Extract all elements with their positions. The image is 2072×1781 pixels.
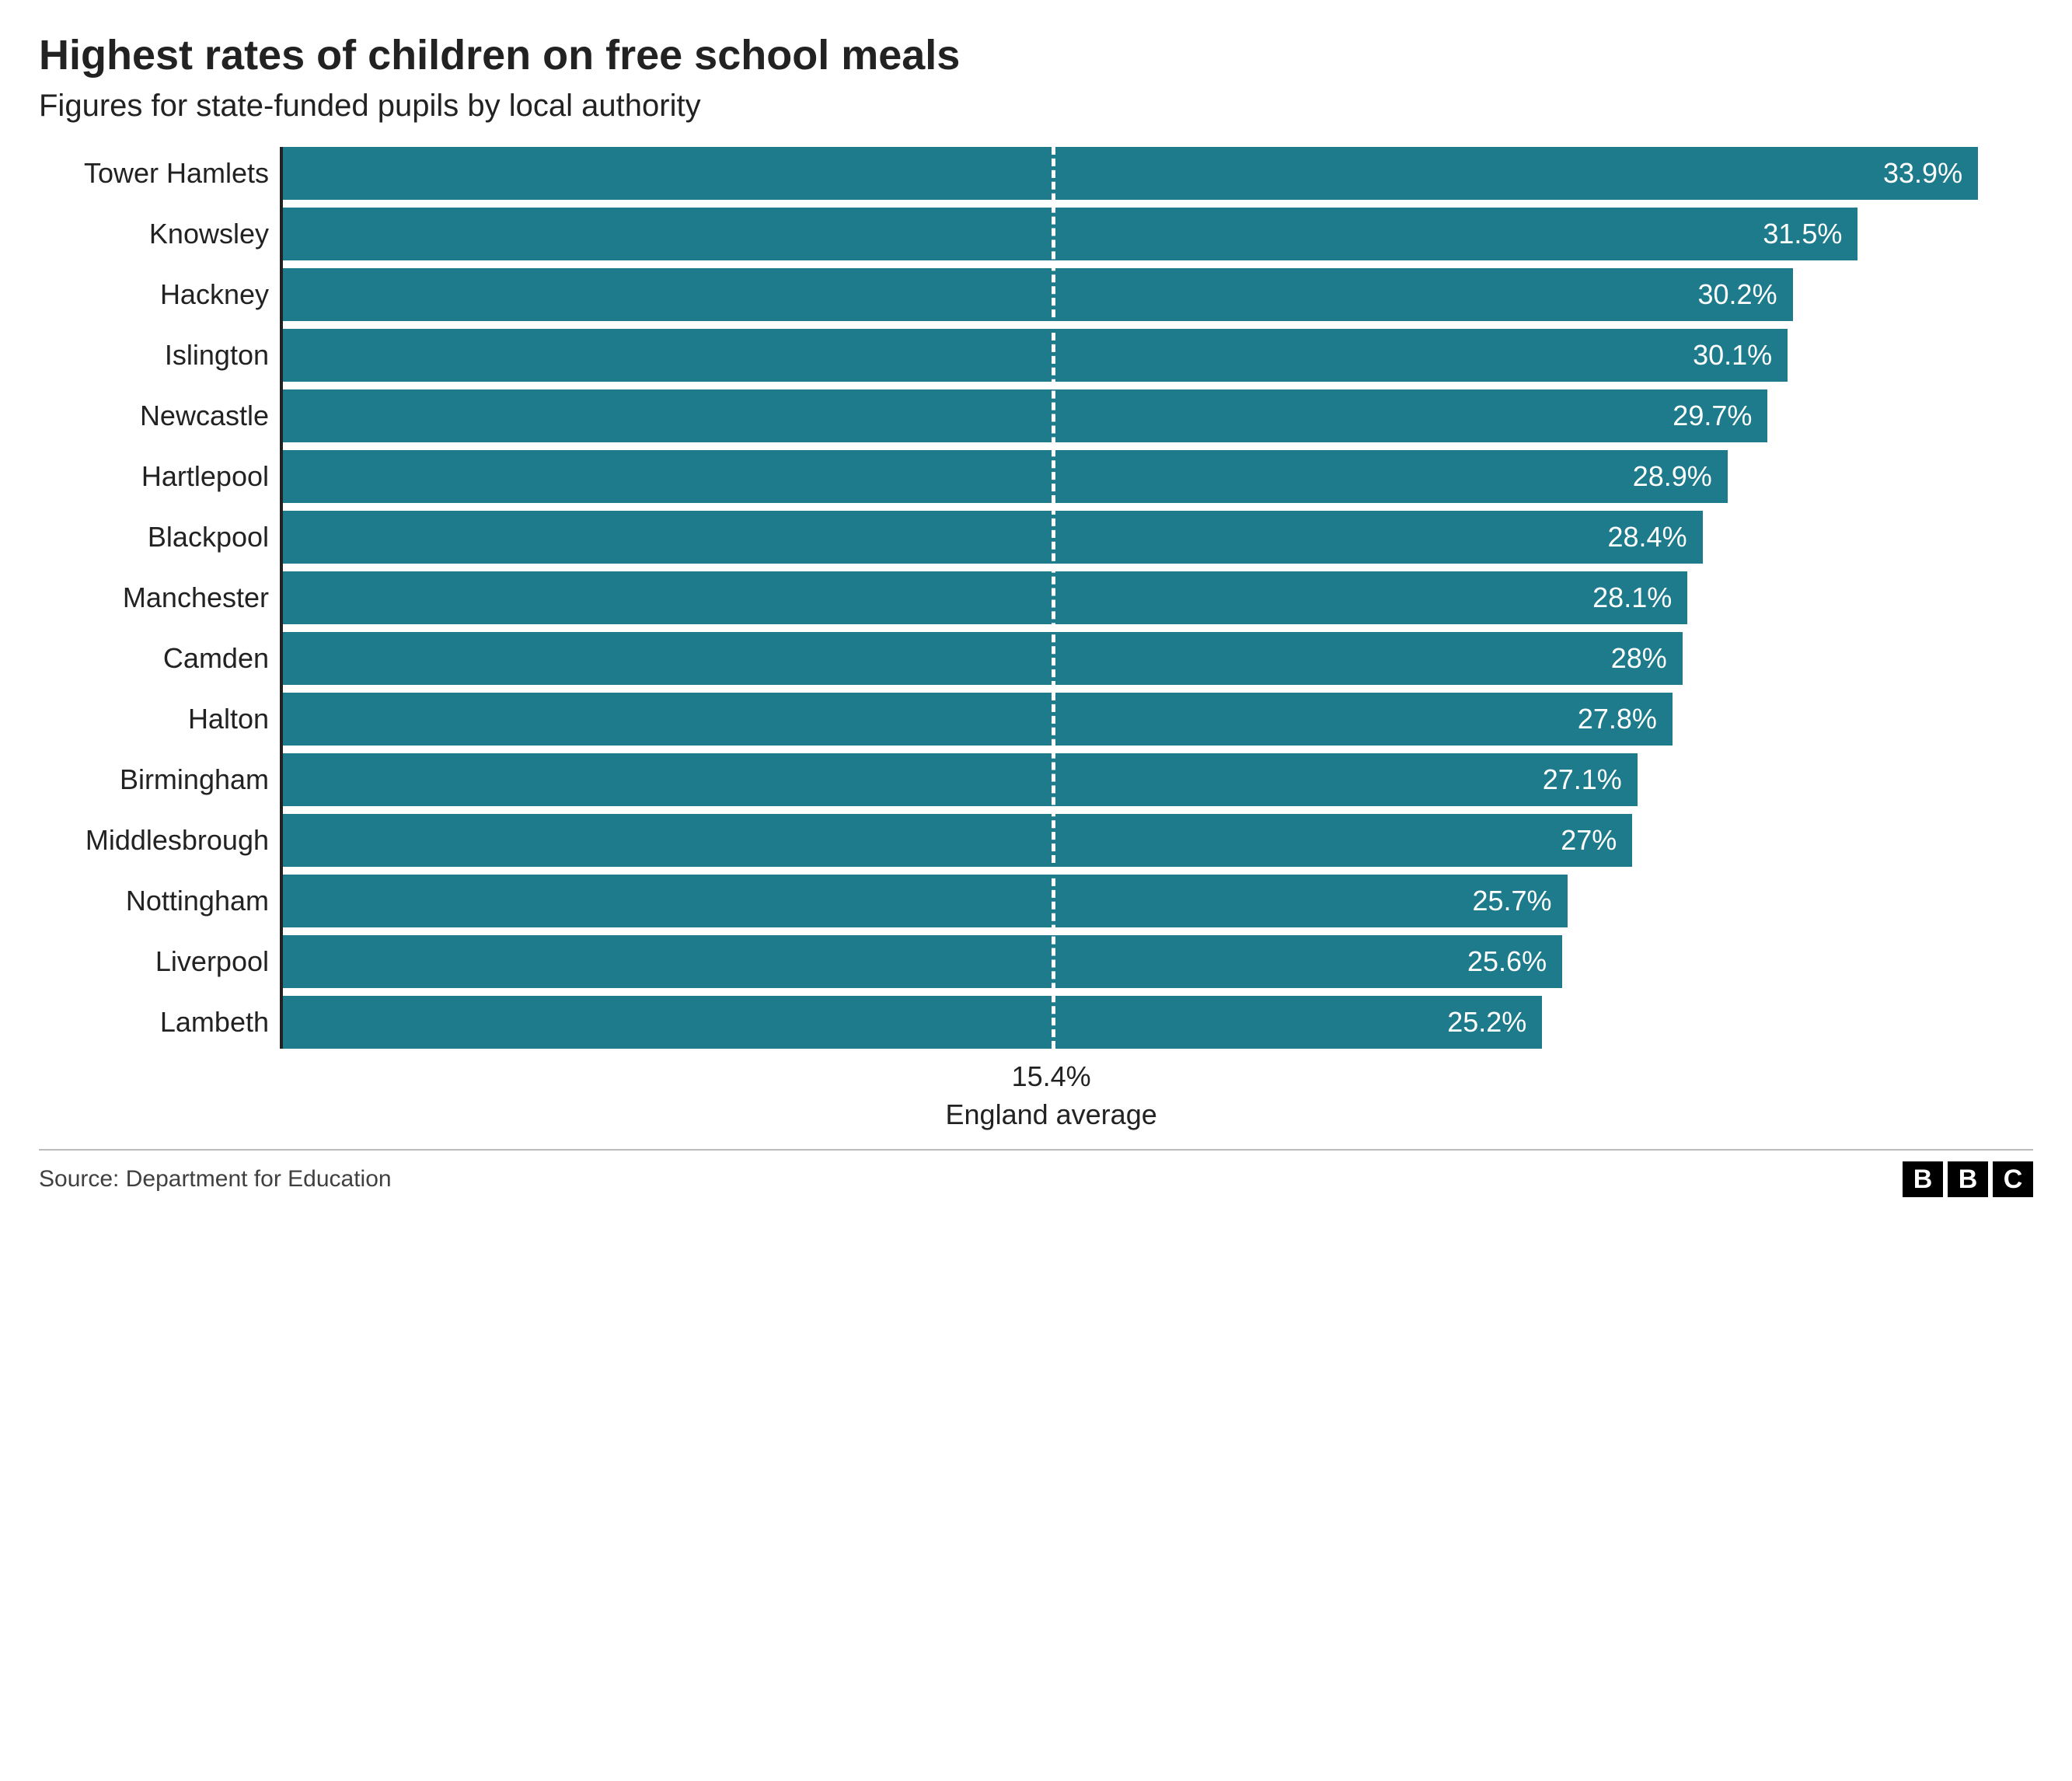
category-label: Manchester [39, 581, 280, 614]
average-text-label: England average [946, 1096, 1157, 1134]
bar-value-label: 33.9% [1883, 157, 1962, 190]
bar-row: Hartlepool 28.9% [39, 450, 2033, 503]
bar: 28.1% [280, 571, 1687, 624]
category-label: Nottingham [39, 885, 280, 917]
category-label: Islington [39, 339, 280, 372]
bar-value-label: 27.8% [1578, 703, 1657, 735]
category-label: Tower Hamlets [39, 157, 280, 190]
average-reference-line [1052, 147, 1055, 1049]
bbc-logo-letter: B [1903, 1161, 1943, 1197]
bar: 27% [280, 814, 1632, 867]
bar-row: Nottingham 25.7% [39, 875, 2033, 927]
bar-row: Blackpool 28.4% [39, 511, 2033, 564]
bar-value-label: 31.5% [1763, 218, 1842, 250]
bar-value-label: 25.2% [1447, 1006, 1526, 1039]
bbc-logo-letter: B [1948, 1161, 1988, 1197]
category-label: Lambeth [39, 1006, 280, 1039]
bar-track: 31.5% [280, 208, 2033, 260]
bar-track: 30.2% [280, 268, 2033, 321]
bar-row: Hackney 30.2% [39, 268, 2033, 321]
bar-track: 25.2% [280, 996, 2033, 1049]
bar: 30.2% [280, 268, 1793, 321]
chart-area: Tower Hamlets 33.9% Knowsley 31.5% Hackney 30… [39, 147, 2033, 1049]
chart-title: Highest rates of children on free school… [39, 31, 2033, 79]
bar-value-label: 27.1% [1543, 763, 1622, 796]
bar-value-label: 30.2% [1698, 278, 1777, 311]
bar-value-label: 28.9% [1633, 460, 1712, 493]
bar-row: Camden 28% [39, 632, 2033, 685]
bar-track: 25.7% [280, 875, 2033, 927]
bar-track: 29.7% [280, 389, 2033, 442]
category-label: Birmingham [39, 763, 280, 796]
category-label: Middlesbrough [39, 824, 280, 857]
bar-value-label: 29.7% [1673, 400, 1752, 432]
bar-row: Middlesbrough 27% [39, 814, 2033, 867]
category-label: Knowsley [39, 218, 280, 250]
source-text: Source: Department for Education [39, 1166, 392, 1193]
bar-row: Halton 27.8% [39, 693, 2033, 746]
bar-value-label: 25.7% [1472, 885, 1551, 917]
bar: 30.1% [280, 329, 1788, 382]
average-label-block: 15.4% England average [280, 1058, 2033, 1133]
bar-track: 28% [280, 632, 2033, 685]
category-label: Halton [39, 703, 280, 735]
bar: 28.9% [280, 450, 1728, 503]
category-label: Camden [39, 642, 280, 675]
bar-value-label: 28.4% [1608, 521, 1687, 554]
bar-row: Newcastle 29.7% [39, 389, 2033, 442]
bar-value-label: 25.6% [1467, 945, 1547, 978]
bar-value-label: 28% [1611, 642, 1667, 675]
bar-track: 27% [280, 814, 2033, 867]
bar-row: Manchester 28.1% [39, 571, 2033, 624]
category-label: Newcastle [39, 400, 280, 432]
footer: Source: Department for Education B B C [39, 1149, 2033, 1197]
average-value-label: 15.4% [946, 1058, 1157, 1096]
bar-track: 33.9% [280, 147, 2033, 200]
bar-row: Liverpool 25.6% [39, 935, 2033, 988]
category-label: Liverpool [39, 945, 280, 978]
bbc-logo-letter: C [1993, 1161, 2033, 1197]
bar: 29.7% [280, 389, 1767, 442]
bar-track: 27.1% [280, 753, 2033, 806]
bar: 33.9% [280, 147, 1978, 200]
bar-track: 28.9% [280, 450, 2033, 503]
bar: 25.6% [280, 935, 1562, 988]
bar-value-label: 27% [1561, 824, 1617, 857]
bar-row: Tower Hamlets 33.9% [39, 147, 2033, 200]
bar: 31.5% [280, 208, 1857, 260]
bar: 25.7% [280, 875, 1568, 927]
bar-row: Birmingham 27.1% [39, 753, 2033, 806]
chart-subtitle: Figures for state-funded pupils by local… [39, 89, 2033, 124]
bar: 28.4% [280, 511, 1703, 564]
bar-track: 30.1% [280, 329, 2033, 382]
category-label: Hartlepool [39, 460, 280, 493]
bar-row: Lambeth 25.2% [39, 996, 2033, 1049]
bbc-logo: B B C [1903, 1161, 2033, 1197]
bar: 27.1% [280, 753, 1638, 806]
bar-row: Knowsley 31.5% [39, 208, 2033, 260]
bar-track: 28.1% [280, 571, 2033, 624]
bar-value-label: 28.1% [1592, 581, 1672, 614]
bar-row: Islington 30.1% [39, 329, 2033, 382]
bar-value-label: 30.1% [1693, 339, 1772, 372]
bar-track: 28.4% [280, 511, 2033, 564]
y-axis-line [280, 147, 283, 1049]
category-label: Hackney [39, 278, 280, 311]
bar: 27.8% [280, 693, 1673, 746]
bar-track: 27.8% [280, 693, 2033, 746]
bar: 25.2% [280, 996, 1542, 1049]
bar: 28% [280, 632, 1683, 685]
category-label: Blackpool [39, 521, 280, 554]
bar-track: 25.6% [280, 935, 2033, 988]
